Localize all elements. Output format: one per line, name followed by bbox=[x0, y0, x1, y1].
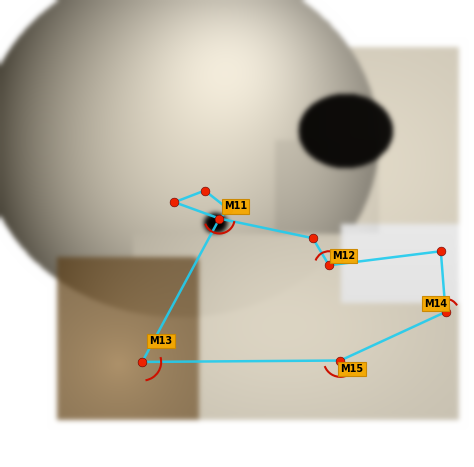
Point bbox=[201, 187, 209, 194]
Point bbox=[216, 215, 223, 222]
Text: M13: M13 bbox=[149, 336, 173, 346]
Point bbox=[138, 358, 146, 366]
Point bbox=[337, 357, 344, 364]
Text: M15: M15 bbox=[340, 364, 364, 374]
Text: M14: M14 bbox=[424, 298, 447, 309]
Text: M11: M11 bbox=[224, 201, 247, 212]
Point bbox=[309, 234, 317, 242]
Point bbox=[442, 308, 449, 316]
Point bbox=[325, 262, 333, 269]
Text: M12: M12 bbox=[332, 251, 355, 261]
Point bbox=[225, 205, 232, 213]
Point bbox=[171, 198, 178, 206]
Point bbox=[437, 248, 445, 255]
